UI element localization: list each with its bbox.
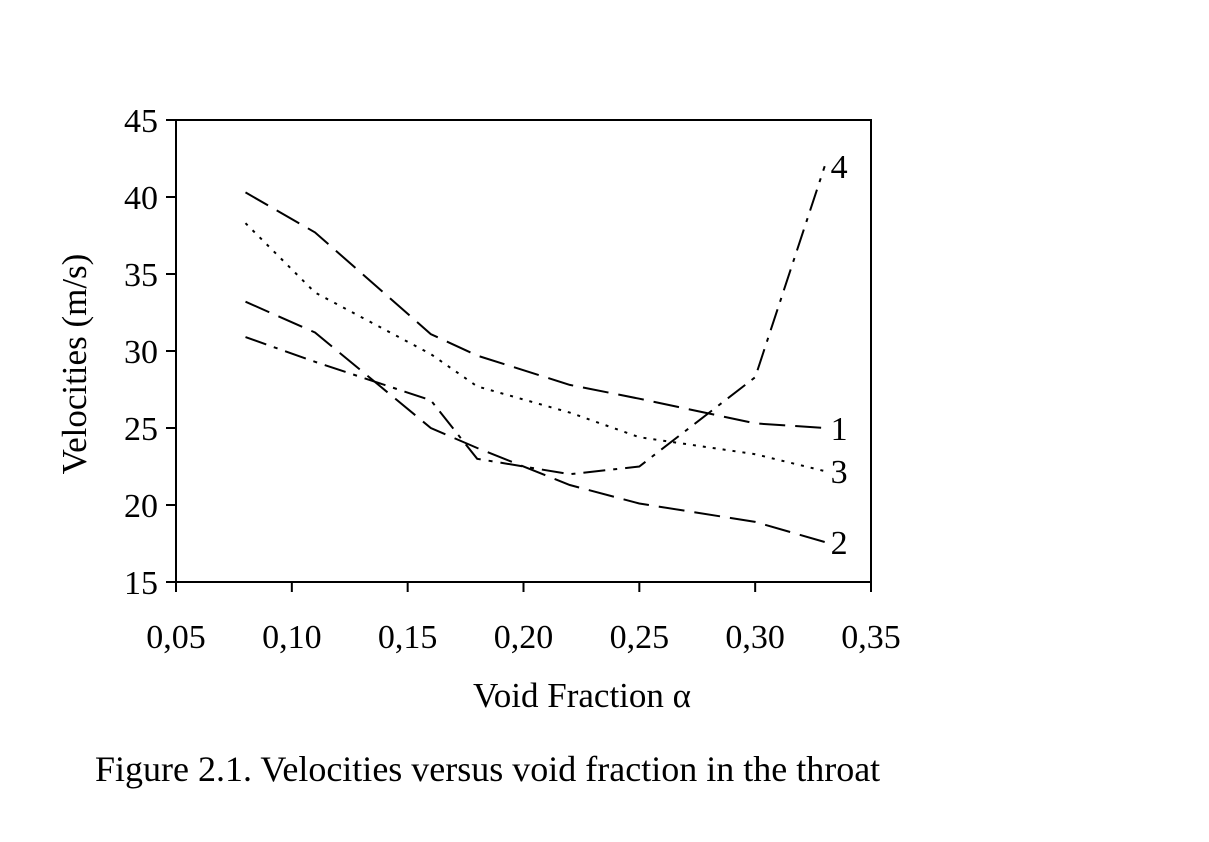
- x-tick-label: 0,20: [494, 619, 554, 656]
- x-tick-label: 0,25: [610, 619, 670, 656]
- series-label-1: 1: [831, 411, 848, 448]
- series-line-3: [244, 222, 825, 473]
- y-tick-label: 45: [124, 103, 158, 140]
- x-axis-label: Void Fraction α: [473, 676, 691, 715]
- series-line-4: [245, 165, 826, 476]
- series-label-4: 4: [831, 149, 848, 186]
- series-labels: 1 2 3 4: [831, 149, 848, 562]
- x-tick-label: 0,15: [378, 619, 438, 656]
- y-tick-label: 30: [124, 334, 158, 371]
- plot-frame: [175, 119, 872, 583]
- y-axis-label: Velocities (m/s): [55, 254, 94, 475]
- x-axis-ticks: 0,05 0,10 0,15 0,20 0,25 0,30 0,35: [146, 582, 901, 656]
- series-line-1: [245, 191, 825, 429]
- x-tick-label: 0,05: [146, 619, 206, 656]
- series-label-2: 2: [831, 525, 848, 562]
- y-tick-label: 35: [124, 257, 158, 294]
- x-tick-label: 0,10: [262, 619, 322, 656]
- series-line-2: [245, 300, 825, 543]
- y-tick-label: 40: [124, 180, 158, 217]
- series-lines: [244, 165, 826, 543]
- series-label-3: 3: [831, 454, 848, 491]
- y-tick-label: 20: [124, 488, 158, 525]
- x-tick-label: 0,30: [725, 619, 785, 656]
- figure-caption: Figure 2.1. Velocities versus void fract…: [95, 749, 880, 789]
- y-tick-label: 25: [124, 411, 158, 448]
- y-tick-label: 15: [124, 565, 158, 602]
- x-tick-label: 0,35: [841, 619, 901, 656]
- y-axis-ticks: 15 20 25 30 35 40 45: [124, 103, 176, 602]
